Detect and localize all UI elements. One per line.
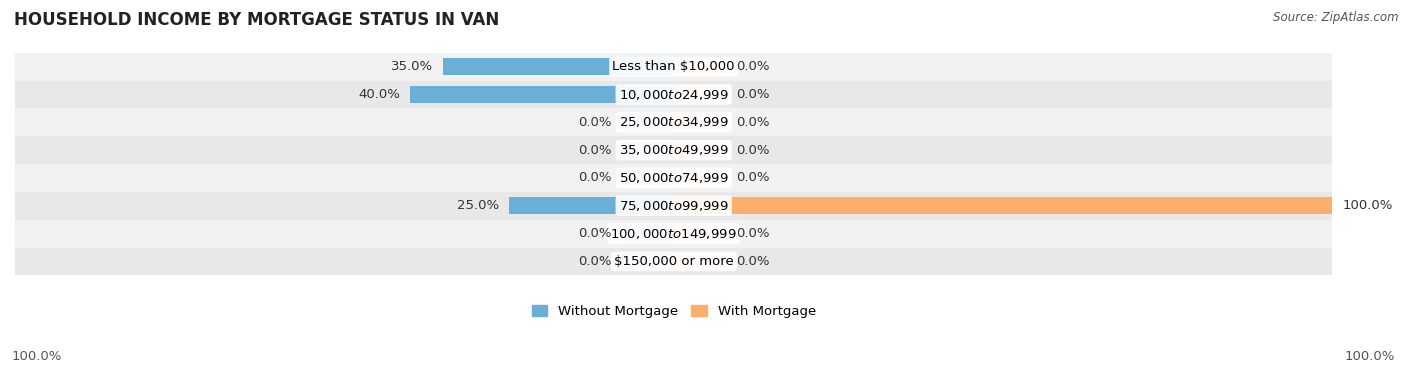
Text: $25,000 to $34,999: $25,000 to $34,999 [619,115,728,129]
Bar [673,58,727,75]
Bar [15,248,1333,275]
Text: 0.0%: 0.0% [737,88,770,101]
Bar [621,253,673,270]
Text: 0.0%: 0.0% [578,116,612,129]
Bar [15,192,1333,220]
Text: $75,000 to $99,999: $75,000 to $99,999 [619,199,728,213]
Text: 0.0%: 0.0% [737,60,770,73]
Bar [621,170,673,186]
Text: 100.0%: 100.0% [1343,199,1393,212]
Text: $50,000 to $74,999: $50,000 to $74,999 [619,171,728,185]
Bar [673,225,727,242]
Text: 0.0%: 0.0% [737,255,770,268]
Text: $100,000 to $149,999: $100,000 to $149,999 [610,226,737,241]
Bar [673,253,727,270]
Text: 0.0%: 0.0% [578,227,612,240]
Text: 0.0%: 0.0% [737,227,770,240]
Bar [673,86,727,103]
Text: 0.0%: 0.0% [578,144,612,156]
Text: 100.0%: 100.0% [1344,350,1395,363]
Bar [509,197,673,214]
Bar [15,220,1333,248]
Bar [673,142,727,158]
Bar [15,164,1333,192]
Bar [411,86,673,103]
Text: Less than $10,000: Less than $10,000 [613,60,735,73]
Text: 0.0%: 0.0% [578,172,612,184]
Text: $150,000 or more: $150,000 or more [614,255,734,268]
Bar [15,81,1333,108]
Bar [673,170,727,186]
Text: 0.0%: 0.0% [737,116,770,129]
Text: Source: ZipAtlas.com: Source: ZipAtlas.com [1274,11,1399,24]
Text: 0.0%: 0.0% [737,172,770,184]
Bar [673,197,1333,214]
Text: 25.0%: 25.0% [457,199,499,212]
Text: 0.0%: 0.0% [578,255,612,268]
Bar [621,142,673,158]
Bar [621,114,673,131]
Bar [15,136,1333,164]
Text: 0.0%: 0.0% [737,144,770,156]
Bar [15,108,1333,136]
Bar [443,58,673,75]
Text: 100.0%: 100.0% [11,350,62,363]
Text: $35,000 to $49,999: $35,000 to $49,999 [619,143,728,157]
Bar [15,53,1333,81]
Bar [621,225,673,242]
Text: 35.0%: 35.0% [391,60,433,73]
Legend: Without Mortgage, With Mortgage: Without Mortgage, With Mortgage [531,305,815,318]
Text: $10,000 to $24,999: $10,000 to $24,999 [619,88,728,102]
Bar [673,114,727,131]
Text: HOUSEHOLD INCOME BY MORTGAGE STATUS IN VAN: HOUSEHOLD INCOME BY MORTGAGE STATUS IN V… [14,11,499,29]
Text: 40.0%: 40.0% [359,88,401,101]
